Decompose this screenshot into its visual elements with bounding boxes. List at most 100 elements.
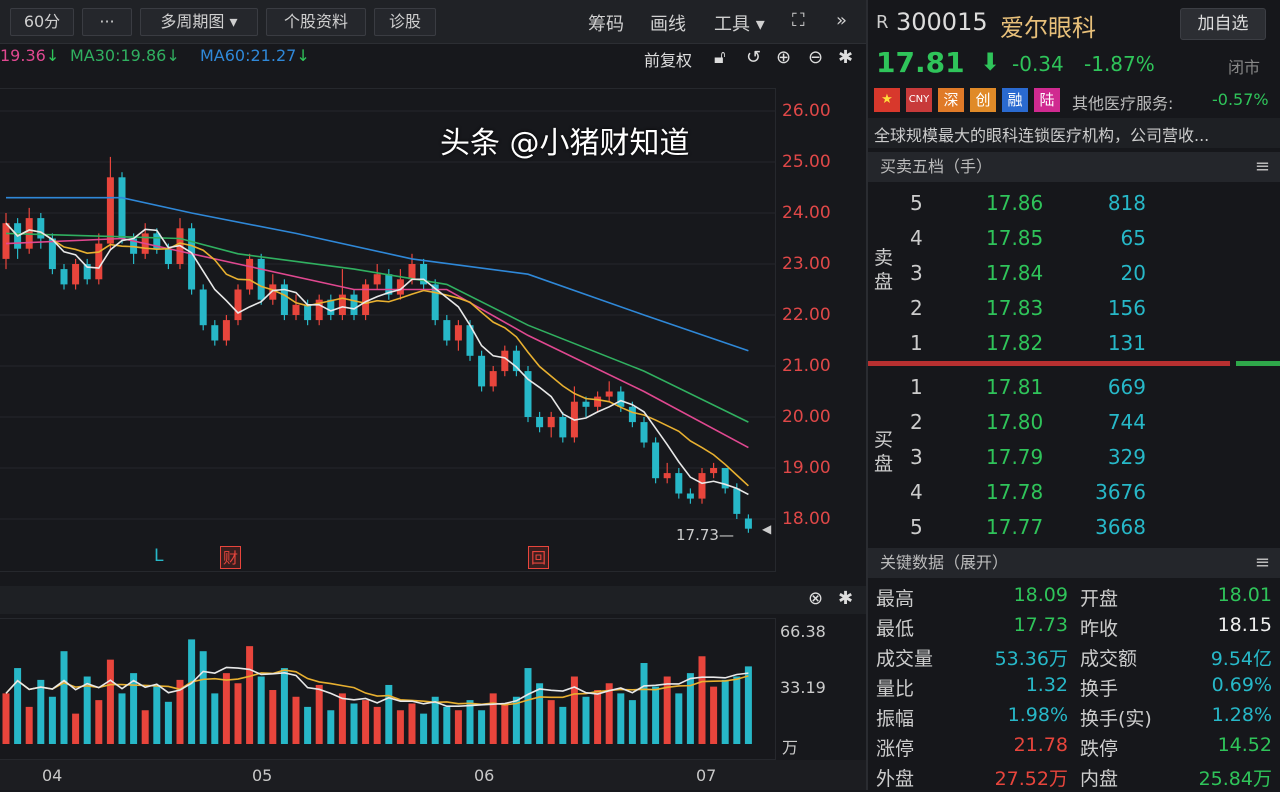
tag-margin[interactable]: 融 [1002,88,1028,112]
candle-body [188,228,196,290]
sell-level-row[interactable]: 5 17.86 818 [868,186,1280,221]
tag-chinext[interactable]: 创 [970,88,996,112]
volume-bar [106,659,114,744]
sell-level-row[interactable]: 1 17.82 131 [868,326,1280,361]
candle-body [744,518,752,529]
stock-name: 爱尔眼科 [1000,14,1096,42]
zoom-out-icon[interactable]: ⊖ [808,47,824,68]
tag-cny[interactable]: CNY [906,88,932,112]
multi-period-label: 多周期图 [160,12,225,31]
tag-connect[interactable]: 陆 [1034,88,1060,112]
volume-settings-icon[interactable]: ✱ [838,588,854,609]
menu-icon[interactable]: ≡ [1254,156,1270,177]
volume-bar [385,684,393,744]
orderbook-header: 买卖五档（手） ≡ [868,152,1280,182]
volume-bar [2,693,10,744]
more-button[interactable]: ··· [82,8,132,36]
zoom-in-icon[interactable]: ⊕ [776,47,792,68]
lock-icon[interactable]: 🔓︎ [714,47,726,68]
period-60min-button[interactable]: 60分 [10,8,74,36]
close-volume-icon[interactable]: ⊗ [808,588,824,609]
candle-body [164,248,172,264]
candle-body [37,218,45,239]
price-change-pct: -1.87% [1084,52,1155,76]
buy-level-row[interactable]: 2 17.80 744 [868,405,1280,440]
candle-body [675,473,683,494]
keydata-row: 振幅 1.98% 换手(实) 1.28% [868,702,1280,732]
buy-level-row[interactable]: 3 17.79 329 [868,440,1280,475]
keydata-label: 成交额 [1080,648,1138,670]
keydata-value: 14.52 [1217,734,1272,756]
volume-bar [25,706,33,744]
finance-marker[interactable]: 财 [220,546,242,569]
volume-bar [710,686,718,744]
keydata-label: 振幅 [876,708,915,730]
volume-bar [327,710,335,744]
volume-bar [72,713,80,744]
buy-level-row[interactable]: 4 17.78 3676 [868,475,1280,510]
candle-body [710,468,718,474]
candle-body [199,289,207,326]
volume-bar [443,706,451,744]
volume-ma5-line [5,666,749,708]
add-watchlist-button[interactable]: 加自选 [1180,8,1266,40]
buy-level-row[interactable]: 5 17.77 3668 [868,510,1280,545]
sell-level-row[interactable]: 4 17.85 65 [868,221,1280,256]
watermark: 头条 @小猪财知道 [440,126,690,161]
level-number: 4 [910,226,923,250]
candle-body [431,284,439,321]
double-chevron-right-icon[interactable]: » [836,10,848,31]
buyback-marker[interactable]: 回 [528,546,550,569]
diagnose-button[interactable]: 诊股 [374,8,436,36]
keydata-value: 18.09 [1013,584,1068,606]
sector-name[interactable]: 其他医疗服务: [1072,94,1174,113]
keydata-row: 最低 17.73 昨收 18.15 [868,612,1280,642]
volume-bar [744,666,752,744]
chips-button[interactable]: 筹码 [588,14,624,35]
candle-body [721,468,729,489]
market-prefix: R [876,12,889,33]
stock-profile-button[interactable]: 个股资料 [266,8,366,36]
candle-body [408,264,416,280]
volume-bar [686,673,694,744]
company-description[interactable]: 全球规模最大的眼科连锁医疗机构，公司营收... [868,118,1280,148]
price-tick: 23.00 [782,254,831,274]
buy-level-row[interactable]: 1 17.81 669 [868,370,1280,405]
candle-body [652,442,660,479]
volume-bar [292,696,300,744]
volume-bar [48,696,56,744]
candle-body [628,406,636,423]
level-volume: 20 [1120,261,1146,285]
ma5-line [5,222,749,496]
adjust-mode-button[interactable]: 前复权 [644,51,693,70]
sell-level-row[interactable]: 2 17.83 156 [868,291,1280,326]
ma20-value: 19.36↓ [0,46,60,65]
settings-icon[interactable]: ✱ [838,47,854,68]
keydata-row: 外盘 27.52万 内盘 25.84万 [868,762,1280,792]
candle-body [95,243,103,280]
stock-code: 300015 [896,8,988,36]
multi-period-dropdown[interactable]: 多周期图 ▾ [140,8,258,36]
candle-body [478,355,486,387]
sell-level-row[interactable]: 3 17.84 20 [868,256,1280,291]
draw-line-button[interactable]: 画线 [650,14,686,35]
keydata-label: 昨收 [1080,618,1119,640]
keydata-header[interactable]: 关键数据（展开） ≡ [868,548,1280,578]
level-volume: 3668 [1095,515,1146,539]
menu-icon[interactable]: ≡ [1254,552,1270,573]
volume-chart-area[interactable] [0,618,776,760]
price-chart-area[interactable] [0,88,776,572]
keydata-value: 1.32 [1025,674,1068,696]
volume-bar [350,703,358,744]
candle-body [315,299,323,321]
volume-bar [640,663,648,744]
event-marker-l[interactable]: L [154,546,164,566]
candle-body [234,289,242,321]
candle-body [280,284,288,315]
tools-dropdown[interactable]: 工具 ▾ [714,14,765,35]
volume-bar [95,700,103,744]
level-price: 17.82 [986,331,1044,355]
undo-icon[interactable]: ↺ [746,47,762,68]
tag-shenzhen[interactable]: 深 [938,88,964,112]
fullscreen-icon[interactable]: ⛶ [792,10,805,31]
